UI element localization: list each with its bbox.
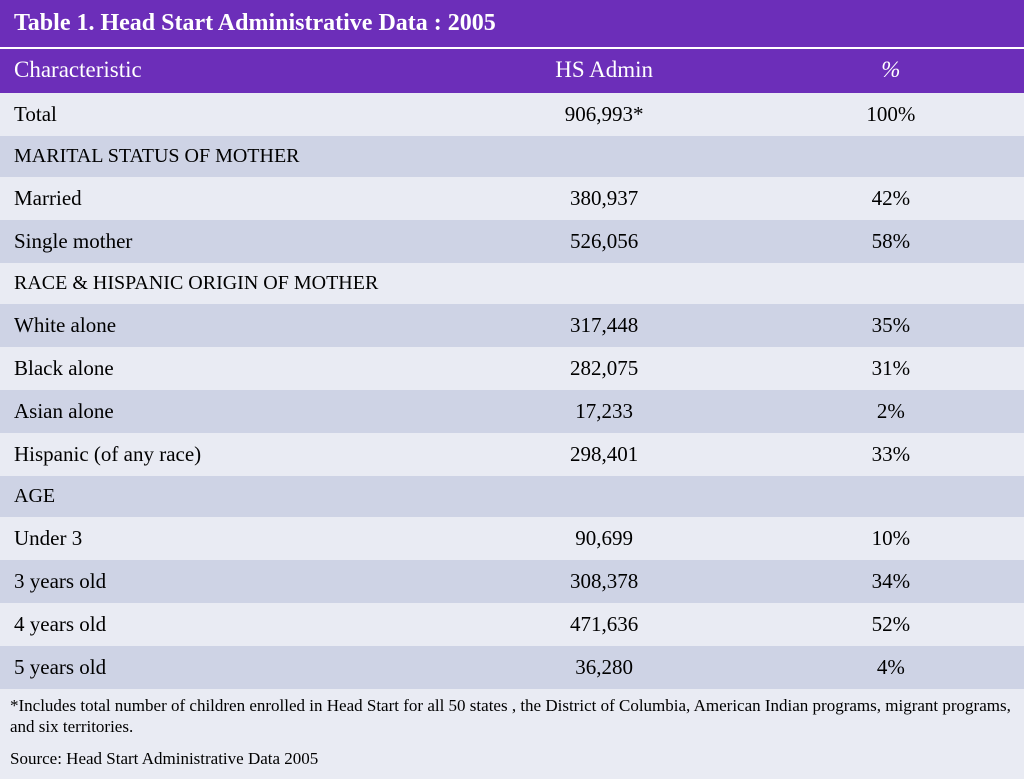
table-row: 3 years old308,37834% xyxy=(0,560,1024,603)
cell-hsadmin: 906,993* xyxy=(451,93,758,136)
cell-characteristic: 4 years old xyxy=(0,603,451,646)
cell-characteristic: 3 years old xyxy=(0,560,451,603)
cell-percent: 4% xyxy=(758,646,1024,689)
cell-percent: 42% xyxy=(758,177,1024,220)
cell-percent: 100% xyxy=(758,93,1024,136)
cell-percent xyxy=(758,136,1024,177)
cell-percent: 10% xyxy=(758,517,1024,560)
cell-hsadmin: 526,056 xyxy=(451,220,758,263)
table-title-row: Table 1. Head Start Administrative Data … xyxy=(0,0,1024,48)
cell-percent: 31% xyxy=(758,347,1024,390)
section-row: AGE xyxy=(0,476,1024,517)
cell-hsadmin: 317,448 xyxy=(451,304,758,347)
cell-percent: 33% xyxy=(758,433,1024,476)
table-row: Asian alone17,2332% xyxy=(0,390,1024,433)
table-row: 5 years old36,2804% xyxy=(0,646,1024,689)
table-row: 4 years old471,63652% xyxy=(0,603,1024,646)
cell-percent xyxy=(758,476,1024,517)
cell-hsadmin xyxy=(451,263,758,304)
table-header-row: Characteristic HS Admin % xyxy=(0,48,1024,93)
head-start-table: Table 1. Head Start Administrative Data … xyxy=(0,0,1024,779)
cell-hsadmin: 308,378 xyxy=(451,560,758,603)
cell-hsadmin: 282,075 xyxy=(451,347,758,390)
footnote-row: Source: Head Start Administrative Data 2… xyxy=(0,742,1024,779)
cell-characteristic: 5 years old xyxy=(0,646,451,689)
cell-hsadmin xyxy=(451,476,758,517)
section-row: MARITAL STATUS OF MOTHER xyxy=(0,136,1024,177)
cell-characteristic: White alone xyxy=(0,304,451,347)
cell-hsadmin: 471,636 xyxy=(451,603,758,646)
table-row: Single mother526,05658% xyxy=(0,220,1024,263)
cell-percent: 58% xyxy=(758,220,1024,263)
cell-percent: 2% xyxy=(758,390,1024,433)
col-header-percent: % xyxy=(758,48,1024,93)
cell-hsadmin: 17,233 xyxy=(451,390,758,433)
cell-percent: 35% xyxy=(758,304,1024,347)
cell-hsadmin: 36,280 xyxy=(451,646,758,689)
cell-percent: 34% xyxy=(758,560,1024,603)
table-row: Black alone282,07531% xyxy=(0,347,1024,390)
cell-hsadmin: 298,401 xyxy=(451,433,758,476)
cell-characteristic: MARITAL STATUS OF MOTHER xyxy=(0,136,451,177)
col-header-characteristic: Characteristic xyxy=(0,48,451,93)
cell-characteristic: RACE & HISPANIC ORIGIN OF MOTHER xyxy=(0,263,451,304)
table-row: White alone317,44835% xyxy=(0,304,1024,347)
cell-hsadmin: 90,699 xyxy=(451,517,758,560)
table-title: Table 1. Head Start Administrative Data … xyxy=(0,0,1024,48)
section-row: RACE & HISPANIC ORIGIN OF MOTHER xyxy=(0,263,1024,304)
table-row: Hispanic (of any race)298,40133% xyxy=(0,433,1024,476)
cell-characteristic: Hispanic (of any race) xyxy=(0,433,451,476)
cell-characteristic: Under 3 xyxy=(0,517,451,560)
col-header-hsadmin: HS Admin xyxy=(451,48,758,93)
cell-characteristic: Married xyxy=(0,177,451,220)
footnote-row: *Includes total number of children enrol… xyxy=(0,689,1024,742)
cell-percent: 52% xyxy=(758,603,1024,646)
table-body: Table 1. Head Start Administrative Data … xyxy=(0,0,1024,779)
cell-characteristic: Black alone xyxy=(0,347,451,390)
cell-characteristic: Single mother xyxy=(0,220,451,263)
cell-percent xyxy=(758,263,1024,304)
table-row: Married380,93742% xyxy=(0,177,1024,220)
table-row: Total906,993*100% xyxy=(0,93,1024,136)
cell-hsadmin xyxy=(451,136,758,177)
footnote-text: *Includes total number of children enrol… xyxy=(0,689,1024,742)
cell-characteristic: Asian alone xyxy=(0,390,451,433)
cell-characteristic: AGE xyxy=(0,476,451,517)
footnote-source: Source: Head Start Administrative Data 2… xyxy=(0,742,1024,779)
cell-hsadmin: 380,937 xyxy=(451,177,758,220)
cell-characteristic: Total xyxy=(0,93,451,136)
table-row: Under 390,69910% xyxy=(0,517,1024,560)
